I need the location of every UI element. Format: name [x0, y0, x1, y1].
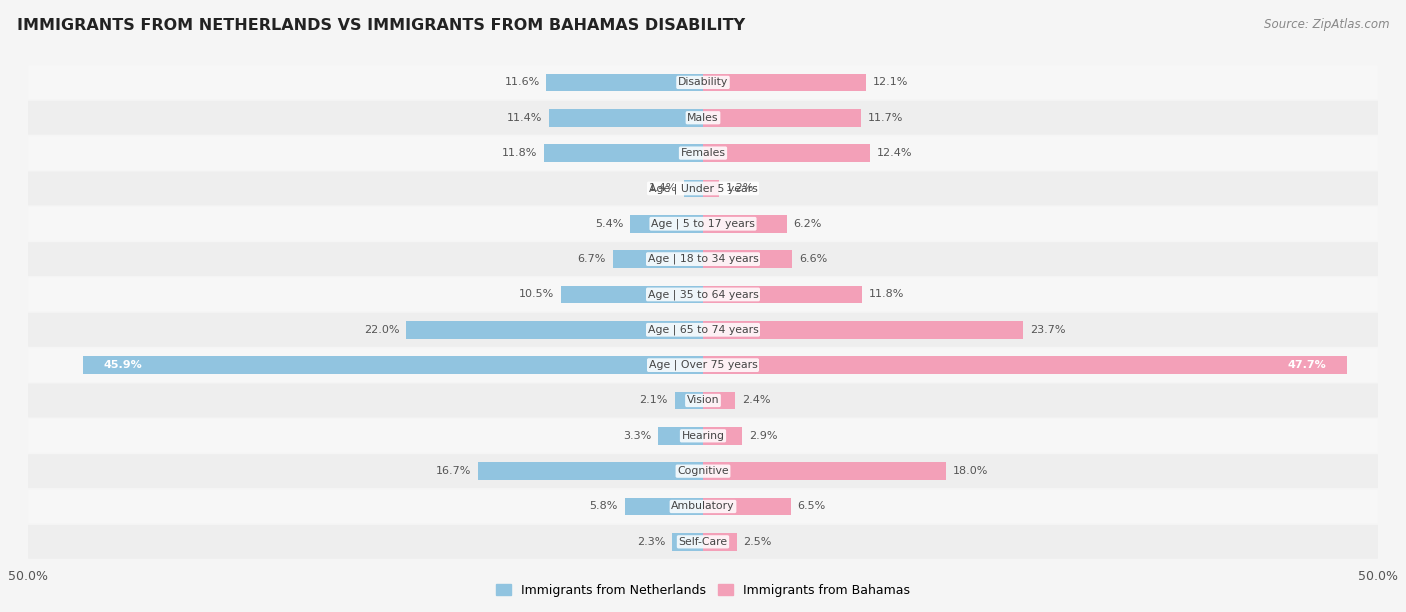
FancyBboxPatch shape — [28, 313, 1378, 347]
Bar — [83, 356, 703, 374]
Text: 18.0%: 18.0% — [953, 466, 988, 476]
Bar — [630, 215, 703, 233]
Bar — [550, 109, 703, 127]
Text: 12.1%: 12.1% — [873, 77, 908, 88]
Bar — [613, 250, 703, 268]
Text: 1.4%: 1.4% — [650, 184, 678, 193]
Text: 12.4%: 12.4% — [877, 148, 912, 158]
Text: 45.9%: 45.9% — [104, 360, 142, 370]
Bar — [406, 321, 703, 338]
Text: Ambulatory: Ambulatory — [671, 501, 735, 512]
Text: Age | 18 to 34 years: Age | 18 to 34 years — [648, 254, 758, 264]
Bar — [703, 462, 946, 480]
Bar — [703, 356, 1347, 374]
Bar — [675, 392, 703, 409]
Text: 11.8%: 11.8% — [869, 289, 904, 299]
Text: 3.3%: 3.3% — [623, 431, 652, 441]
Text: Source: ZipAtlas.com: Source: ZipAtlas.com — [1264, 18, 1389, 31]
Text: Disability: Disability — [678, 77, 728, 88]
Text: 2.5%: 2.5% — [744, 537, 772, 547]
Text: Age | 5 to 17 years: Age | 5 to 17 years — [651, 218, 755, 229]
Text: 1.2%: 1.2% — [725, 184, 755, 193]
Text: Females: Females — [681, 148, 725, 158]
Bar — [703, 286, 862, 304]
Bar — [703, 321, 1024, 338]
Bar — [703, 179, 720, 197]
Text: 5.4%: 5.4% — [595, 218, 623, 229]
Text: 6.7%: 6.7% — [578, 254, 606, 264]
Text: 23.7%: 23.7% — [1029, 325, 1066, 335]
FancyBboxPatch shape — [28, 419, 1378, 453]
Text: 11.6%: 11.6% — [505, 77, 540, 88]
Bar — [703, 392, 735, 409]
Bar — [624, 498, 703, 515]
FancyBboxPatch shape — [28, 136, 1378, 170]
Bar — [703, 215, 787, 233]
Text: 2.3%: 2.3% — [637, 537, 665, 547]
Text: 11.7%: 11.7% — [868, 113, 903, 123]
Text: Age | 35 to 64 years: Age | 35 to 64 years — [648, 289, 758, 300]
Text: Vision: Vision — [686, 395, 720, 406]
Text: 2.4%: 2.4% — [742, 395, 770, 406]
FancyBboxPatch shape — [28, 348, 1378, 382]
Text: 11.4%: 11.4% — [508, 113, 543, 123]
Text: 47.7%: 47.7% — [1288, 360, 1327, 370]
Text: 11.8%: 11.8% — [502, 148, 537, 158]
Bar — [703, 73, 866, 91]
Text: 2.9%: 2.9% — [749, 431, 778, 441]
Text: 2.1%: 2.1% — [640, 395, 668, 406]
Bar — [703, 533, 737, 551]
FancyBboxPatch shape — [28, 490, 1378, 523]
FancyBboxPatch shape — [28, 207, 1378, 241]
Bar — [703, 109, 860, 127]
Text: Males: Males — [688, 113, 718, 123]
Bar — [703, 498, 790, 515]
Text: Age | Over 75 years: Age | Over 75 years — [648, 360, 758, 370]
Text: IMMIGRANTS FROM NETHERLANDS VS IMMIGRANTS FROM BAHAMAS DISABILITY: IMMIGRANTS FROM NETHERLANDS VS IMMIGRANT… — [17, 18, 745, 34]
Text: 6.5%: 6.5% — [797, 501, 825, 512]
Text: 5.8%: 5.8% — [589, 501, 619, 512]
Text: Hearing: Hearing — [682, 431, 724, 441]
Text: 6.2%: 6.2% — [793, 218, 823, 229]
Bar — [703, 144, 870, 162]
FancyBboxPatch shape — [28, 101, 1378, 135]
Text: 16.7%: 16.7% — [436, 466, 471, 476]
Bar — [703, 427, 742, 445]
Bar — [547, 73, 703, 91]
Legend: Immigrants from Netherlands, Immigrants from Bahamas: Immigrants from Netherlands, Immigrants … — [491, 579, 915, 602]
Bar — [561, 286, 703, 304]
Bar — [672, 533, 703, 551]
Bar — [544, 144, 703, 162]
FancyBboxPatch shape — [28, 525, 1378, 559]
Text: Age | Under 5 years: Age | Under 5 years — [648, 183, 758, 193]
Text: 22.0%: 22.0% — [364, 325, 399, 335]
Bar — [478, 462, 703, 480]
Text: Cognitive: Cognitive — [678, 466, 728, 476]
Text: Self-Care: Self-Care — [679, 537, 727, 547]
Bar — [658, 427, 703, 445]
FancyBboxPatch shape — [28, 65, 1378, 99]
FancyBboxPatch shape — [28, 242, 1378, 276]
Text: 6.6%: 6.6% — [799, 254, 827, 264]
Text: Age | 65 to 74 years: Age | 65 to 74 years — [648, 324, 758, 335]
FancyBboxPatch shape — [28, 384, 1378, 417]
Text: 10.5%: 10.5% — [519, 289, 554, 299]
FancyBboxPatch shape — [28, 171, 1378, 206]
Bar — [685, 179, 703, 197]
Bar — [703, 250, 792, 268]
FancyBboxPatch shape — [28, 277, 1378, 312]
FancyBboxPatch shape — [28, 454, 1378, 488]
